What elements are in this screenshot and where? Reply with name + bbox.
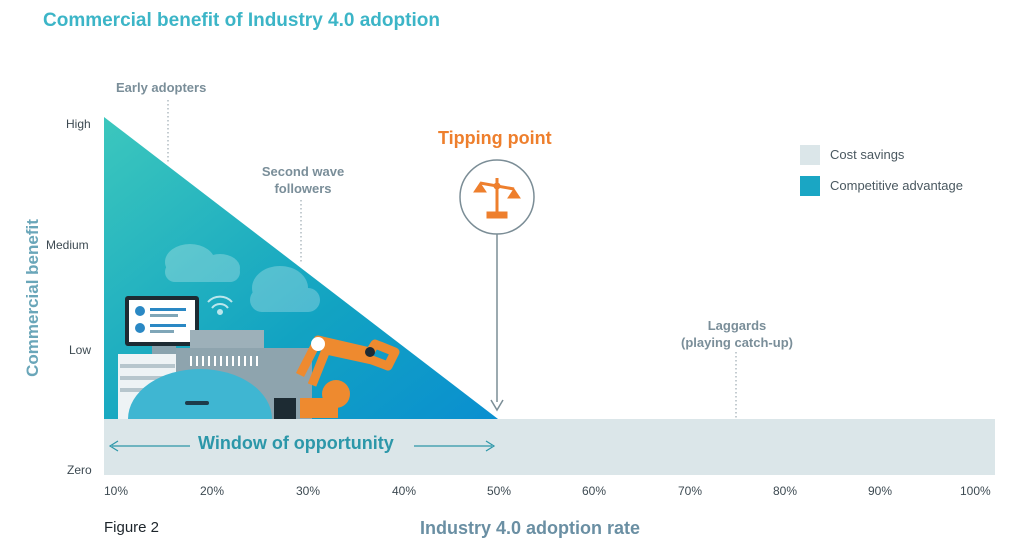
x-tick: 50% (487, 484, 512, 498)
x-tick: 30% (296, 484, 321, 498)
legend-label-cost-savings: Cost savings (830, 147, 905, 162)
tipping-point-label: Tipping point (438, 128, 552, 148)
y-tick-low: Low (69, 343, 92, 357)
second-wave-line2: followers (274, 181, 332, 196)
y-axis-title: Commercial benefit (22, 219, 42, 377)
x-tick: 20% (200, 484, 225, 498)
x-tick: 40% (392, 484, 417, 498)
second-wave-label: Second wave followers (254, 163, 352, 197)
chart-title: Commercial benefit of Industry 4.0 adopt… (43, 10, 440, 31)
second-wave-line1: Second wave (261, 164, 345, 179)
x-tick: 70% (678, 484, 703, 498)
laggards-line1: Laggards (707, 318, 767, 333)
factory-illustration (118, 296, 400, 419)
x-tick: 100% (960, 484, 991, 498)
early-adopters-label: Early adopters (116, 80, 207, 95)
y-tick-medium: Medium (46, 238, 89, 252)
legend-swatch-cost-savings (800, 145, 820, 165)
cost-savings-band (104, 419, 995, 475)
scales-icon (473, 178, 521, 219)
x-axis-title: Industry 4.0 adoption rate (420, 518, 641, 538)
y-tick-high: High (66, 117, 91, 131)
cloud-icon (165, 244, 320, 312)
laggards-label: Laggards (playing catch-up) (667, 317, 807, 351)
tipping-point-arrowhead (490, 399, 504, 412)
y-tick-zero: Zero (67, 463, 92, 477)
legend-swatch-competitive-advantage (800, 176, 820, 196)
window-of-opportunity-label: Window of opportunity (198, 433, 394, 453)
x-tick: 60% (582, 484, 607, 498)
x-tick: 10% (104, 484, 129, 498)
laggards-line2: (playing catch-up) (681, 335, 793, 350)
figure-caption: Figure 2 (104, 519, 160, 536)
legend-label-competitive-advantage: Competitive advantage (830, 178, 963, 193)
x-tick: 90% (868, 484, 893, 498)
x-tick: 80% (773, 484, 798, 498)
wifi-icon (207, 295, 233, 315)
